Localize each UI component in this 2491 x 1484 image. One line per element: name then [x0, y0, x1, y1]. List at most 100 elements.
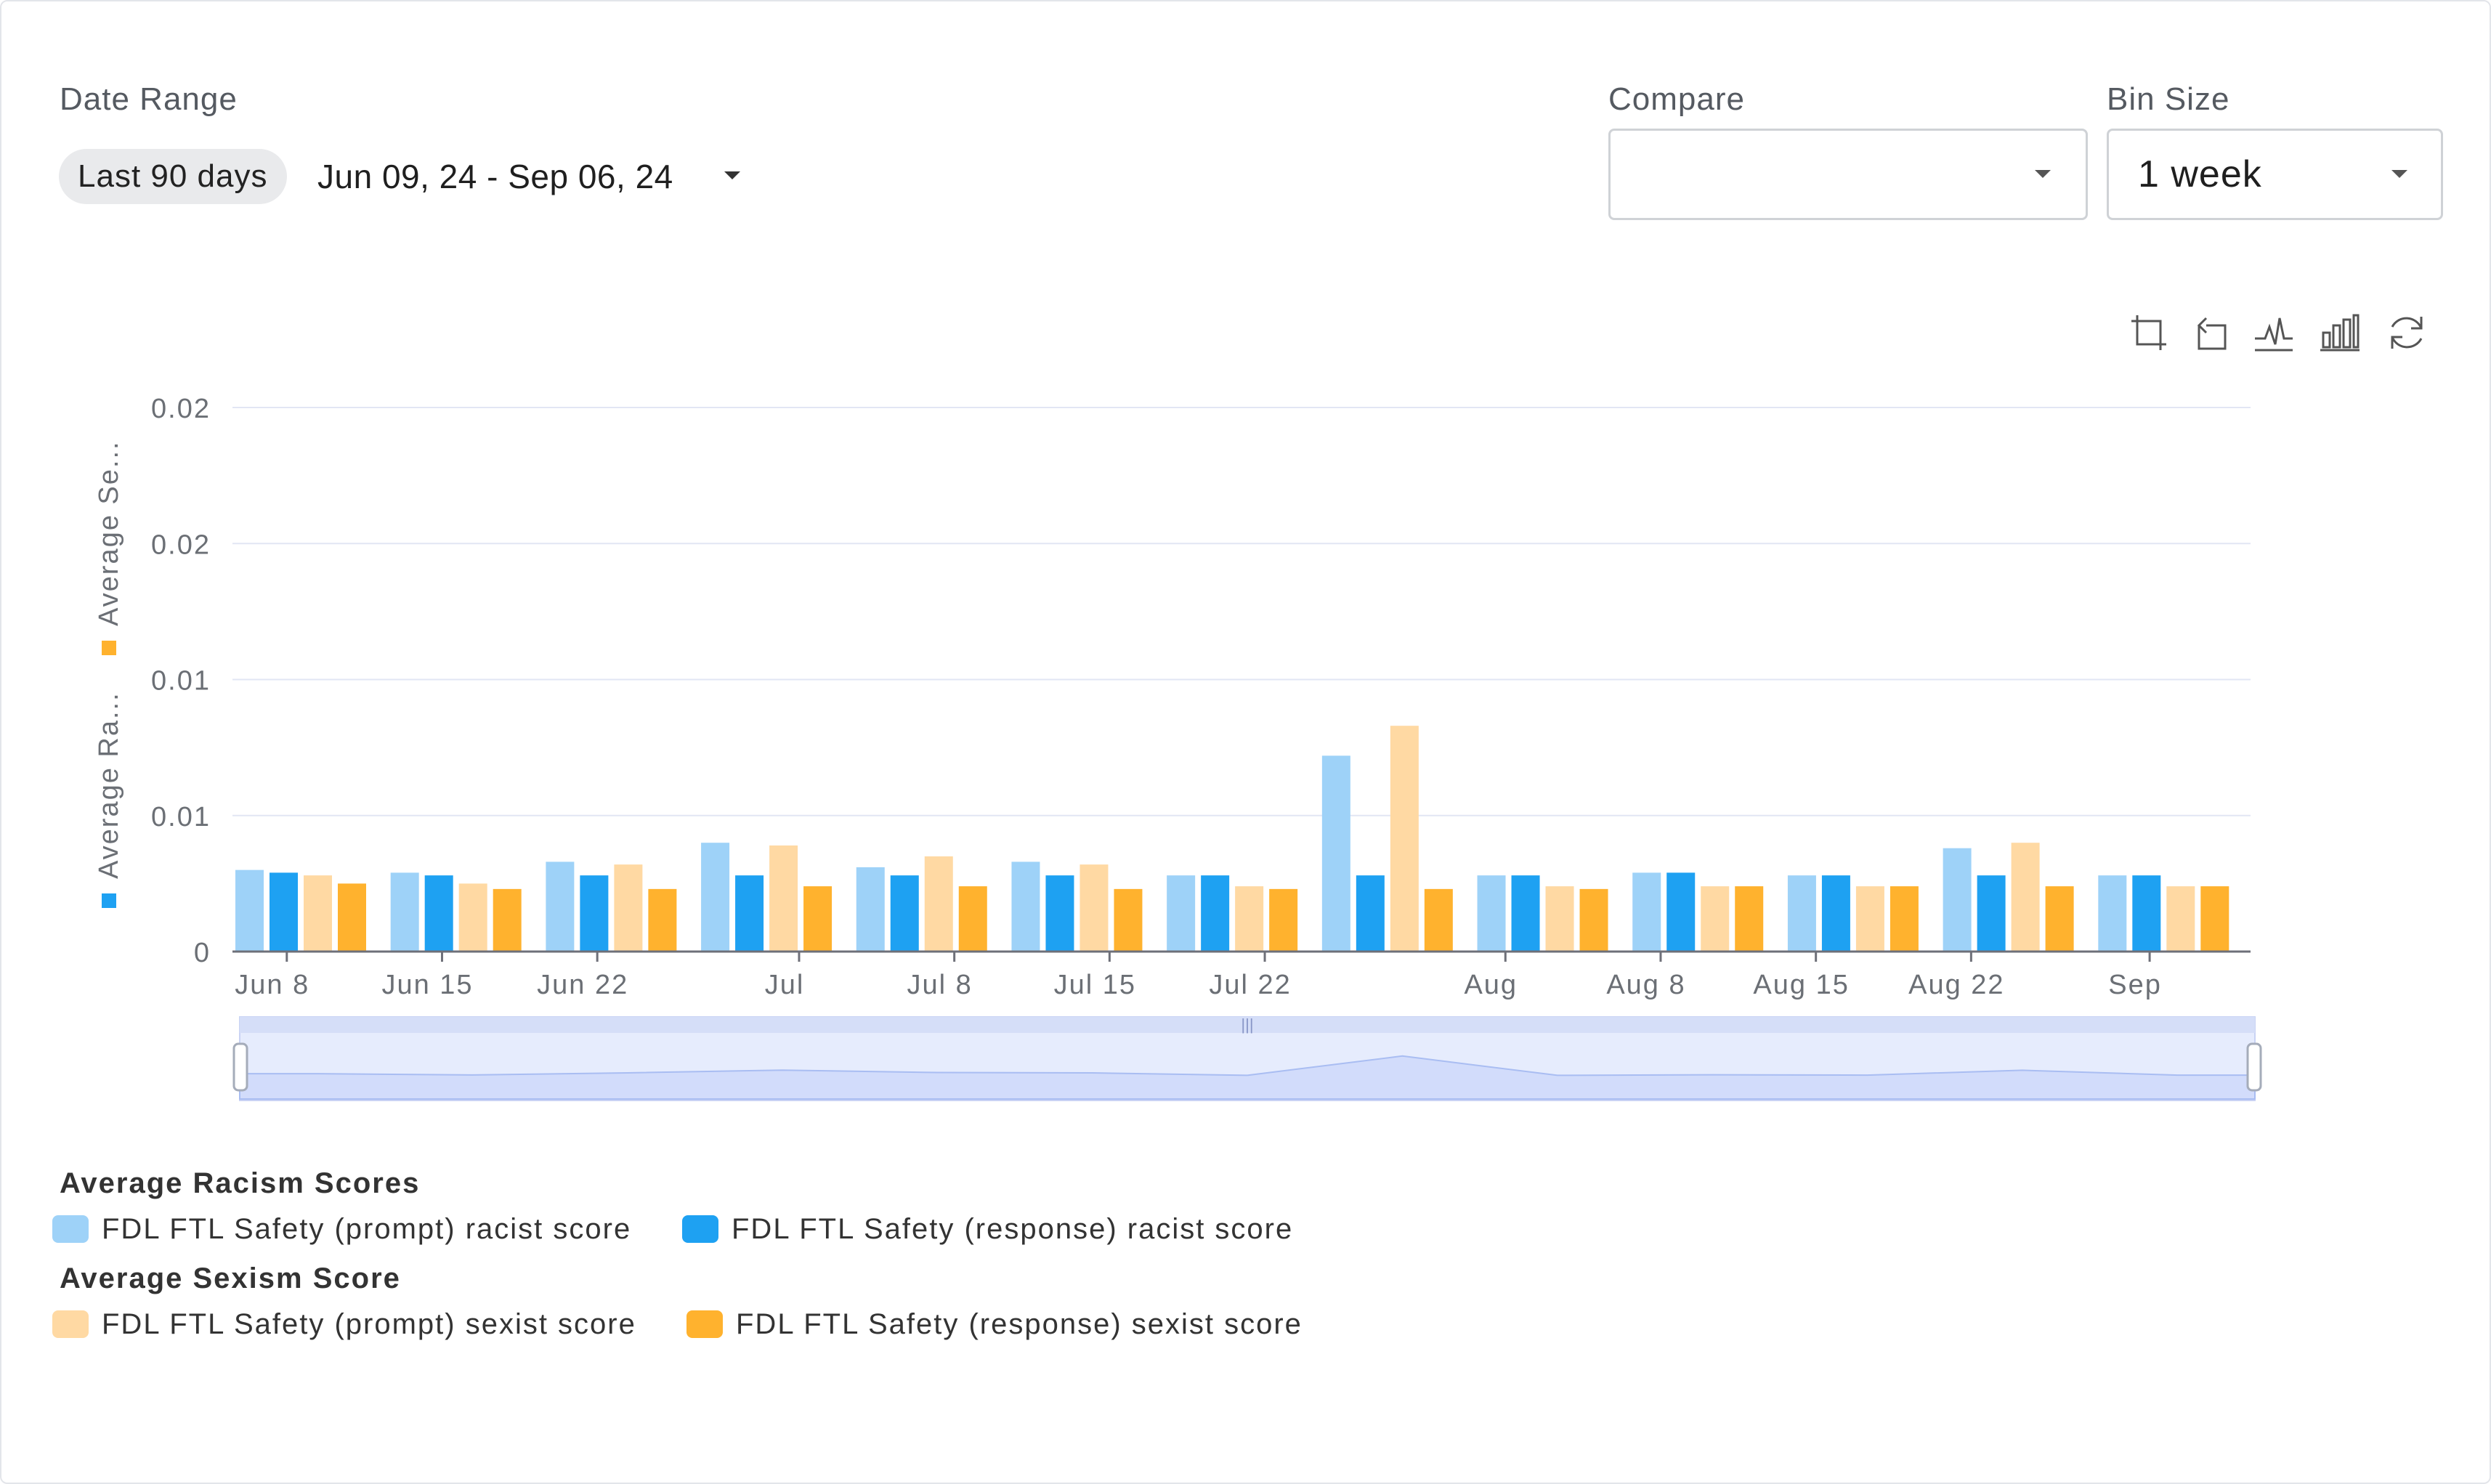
bar — [580, 875, 609, 952]
date-range-caret-icon[interactable] — [724, 171, 740, 179]
legend-item-label: FDL FTL Safety (prompt) sexist score — [102, 1308, 636, 1340]
date-range-value[interactable]: Jun 09, 24 - Sep 06, 24 — [317, 158, 673, 195]
bar — [1356, 875, 1385, 952]
bin-size-label: Bin Size — [2107, 81, 2230, 117]
zoom-preview-area — [239, 1055, 2256, 1100]
bar — [304, 875, 332, 952]
zoom-slider-bar — [240, 1017, 2255, 1033]
bin-size-value: 1 week — [2138, 153, 2262, 195]
bar — [1321, 755, 1350, 952]
y-axis-title: Average Ra... Average Se... — [94, 440, 124, 908]
line-chart-icon[interactable] — [2252, 311, 2296, 354]
y-axis-swatch-sexism — [102, 641, 116, 655]
zoom-grip-icon: ||| — [1241, 1015, 1253, 1034]
bar — [493, 888, 522, 952]
y-tick-label: 0.01 — [151, 802, 211, 832]
zoom-handle-right[interactable] — [2246, 1042, 2262, 1092]
zoom-reset-icon[interactable] — [2189, 311, 2232, 354]
bar — [1735, 886, 1764, 952]
bar — [338, 883, 366, 952]
bin-size-select[interactable]: 1 week — [2107, 129, 2443, 220]
bar — [924, 856, 953, 952]
legend-swatch — [52, 1310, 89, 1338]
legend-item-label: FDL FTL Safety (response) racist score — [732, 1213, 1294, 1245]
y-tick-label: 0.02 — [151, 530, 211, 560]
bar — [1114, 888, 1143, 952]
x-tick-label: Aug 15 — [1753, 970, 1849, 1000]
bar — [1701, 886, 1730, 952]
x-tick-label: Jul — [765, 970, 805, 1000]
y-tick-label: 0.01 — [151, 666, 211, 697]
legend-item-label: FDL FTL Safety (response) sexist score — [736, 1308, 1303, 1340]
bar — [958, 886, 987, 952]
bar — [890, 875, 919, 952]
y-tick-label: 0.02 — [151, 394, 211, 424]
bar — [1855, 886, 1884, 952]
bar — [424, 875, 453, 952]
bar — [769, 845, 798, 952]
x-tick-label: Aug 22 — [1908, 970, 2004, 1000]
bar — [2200, 886, 2229, 952]
bar — [2045, 886, 2074, 952]
legend-swatch — [52, 1215, 89, 1243]
bar — [1889, 886, 1919, 952]
bar — [1424, 888, 1453, 952]
legend-group-title: Average Racism Scores — [60, 1167, 421, 1199]
bar — [2166, 886, 2195, 952]
bar — [1943, 848, 1972, 952]
bar — [1545, 886, 1574, 952]
bar — [803, 886, 833, 952]
bar — [614, 864, 643, 952]
bar — [390, 872, 419, 952]
compare-caret-icon — [2035, 170, 2051, 178]
y-axis-title-racism: Average Ra... — [94, 692, 124, 879]
compare-select[interactable] — [1608, 129, 2088, 220]
bar — [1579, 888, 1608, 952]
bar — [235, 869, 264, 952]
compare-label: Compare — [1608, 81, 1745, 117]
bar — [735, 875, 764, 952]
x-tick-label: Aug 8 — [1606, 970, 1685, 1000]
x-tick-label: Sep — [2108, 970, 2162, 1000]
bar-chart-icon[interactable] — [2317, 311, 2361, 354]
legend-item-label: FDL FTL Safety (prompt) racist score — [102, 1213, 632, 1245]
bar — [1787, 875, 1816, 952]
bar — [1235, 886, 1264, 952]
bar — [2132, 875, 2161, 952]
bar — [701, 843, 730, 952]
x-tick-label: Aug — [1464, 970, 1518, 1000]
bar — [1977, 875, 2006, 952]
legend-group-title: Average Sexism Score — [60, 1262, 401, 1294]
bar — [546, 861, 575, 952]
bar — [1011, 861, 1040, 952]
refresh-icon[interactable] — [2385, 311, 2429, 354]
zoom-select-icon[interactable] — [2127, 311, 2171, 354]
x-tick-label: Jul 8 — [907, 970, 973, 1000]
bar — [2098, 875, 2127, 952]
x-tick-label: Jun 22 — [537, 970, 628, 1000]
bar — [1511, 875, 1540, 952]
bar — [1666, 872, 1696, 952]
bar — [1201, 875, 1230, 952]
chart-area: 0 0.01 0.01 0.02 0.02 Jun 8 Jun 15 Jun 22 Jul Jul… — [94, 394, 2262, 1101]
bar — [1821, 875, 1850, 952]
zoom-handle-left[interactable] — [232, 1042, 248, 1092]
bar — [2011, 843, 2040, 952]
bar — [1632, 872, 1661, 952]
bar — [1080, 864, 1109, 952]
bar — [1167, 875, 1196, 952]
x-tick-label: Jul 15 — [1054, 970, 1136, 1000]
y-tick-label: 0 — [194, 938, 211, 968]
legend-swatch — [682, 1215, 718, 1243]
bar — [270, 872, 298, 952]
bar — [1477, 875, 1506, 952]
bar — [1045, 875, 1074, 952]
x-tick-label: Jul 22 — [1209, 970, 1291, 1000]
bar — [856, 867, 885, 952]
date-preset-chip[interactable]: Last 90 days — [59, 149, 287, 204]
x-tick-label: Jun 15 — [381, 970, 473, 1000]
bin-size-caret-icon — [2391, 170, 2407, 178]
date-range-label: Date Range — [60, 81, 238, 117]
bar — [648, 888, 677, 952]
